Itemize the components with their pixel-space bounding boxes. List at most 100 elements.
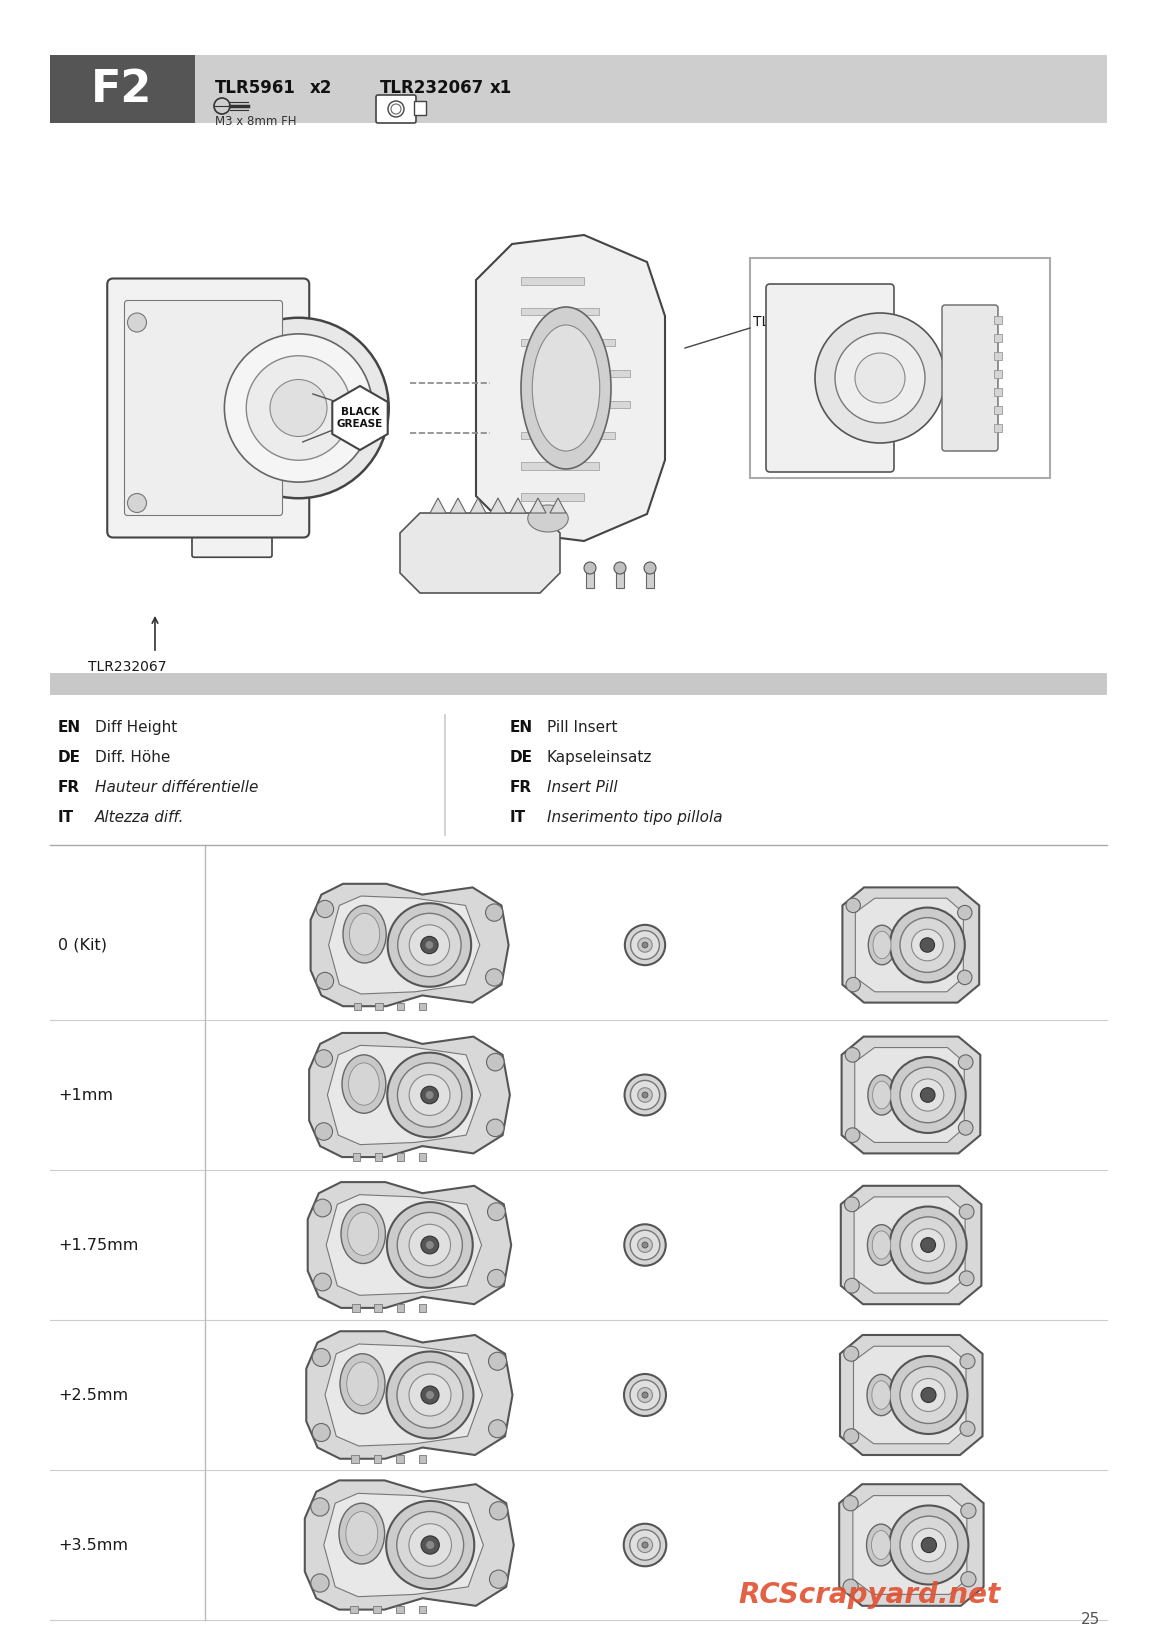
Polygon shape	[400, 512, 560, 593]
Circle shape	[397, 1362, 463, 1427]
Bar	[994, 352, 1002, 360]
Ellipse shape	[348, 1062, 379, 1105]
Bar	[196, 56, 1107, 123]
Bar	[374, 1455, 382, 1462]
Polygon shape	[324, 1493, 484, 1596]
Circle shape	[912, 1529, 945, 1562]
Circle shape	[631, 1380, 659, 1409]
Circle shape	[426, 1241, 434, 1249]
Bar	[352, 1455, 359, 1462]
Bar	[994, 406, 1002, 414]
Circle shape	[644, 561, 656, 575]
Polygon shape	[329, 895, 480, 994]
Text: Diff Height: Diff Height	[95, 720, 177, 735]
Circle shape	[426, 1090, 434, 1100]
Text: IT: IT	[58, 810, 74, 825]
Circle shape	[488, 1419, 507, 1437]
Text: TLR5961: TLR5961	[753, 314, 815, 329]
Bar	[396, 1606, 404, 1614]
Circle shape	[958, 1054, 973, 1069]
Circle shape	[890, 1058, 966, 1133]
Polygon shape	[853, 1496, 967, 1594]
Circle shape	[486, 969, 503, 985]
Ellipse shape	[868, 925, 896, 964]
Bar	[994, 424, 1002, 432]
Polygon shape	[430, 498, 445, 512]
Circle shape	[912, 1229, 944, 1260]
Ellipse shape	[867, 1375, 896, 1416]
Polygon shape	[841, 1185, 981, 1305]
Circle shape	[421, 936, 439, 954]
Circle shape	[386, 1352, 473, 1439]
Ellipse shape	[868, 1224, 896, 1265]
Circle shape	[625, 925, 665, 966]
Circle shape	[224, 334, 373, 483]
Circle shape	[629, 1531, 661, 1560]
Ellipse shape	[346, 1511, 377, 1555]
Polygon shape	[310, 884, 509, 1007]
FancyBboxPatch shape	[192, 525, 272, 557]
Circle shape	[890, 1355, 967, 1434]
Ellipse shape	[528, 504, 568, 532]
Circle shape	[890, 1206, 966, 1283]
Polygon shape	[510, 498, 526, 512]
Circle shape	[846, 1048, 860, 1062]
Circle shape	[421, 1536, 440, 1554]
Ellipse shape	[874, 931, 891, 959]
Circle shape	[397, 1511, 464, 1578]
Circle shape	[489, 1501, 508, 1519]
Text: DE: DE	[510, 750, 533, 764]
Circle shape	[246, 355, 351, 460]
Circle shape	[642, 1242, 648, 1247]
Circle shape	[921, 1537, 936, 1552]
Bar	[50, 673, 1107, 696]
Text: x1: x1	[491, 79, 513, 97]
Bar	[521, 370, 631, 377]
Circle shape	[960, 1421, 975, 1436]
Circle shape	[900, 1516, 958, 1573]
Circle shape	[921, 1087, 935, 1102]
Polygon shape	[854, 1197, 965, 1293]
Bar	[521, 401, 631, 408]
Circle shape	[958, 971, 972, 984]
Circle shape	[410, 1224, 450, 1265]
Bar	[375, 1154, 382, 1161]
Text: DE: DE	[58, 750, 81, 764]
Circle shape	[487, 1120, 504, 1136]
Circle shape	[638, 1537, 653, 1552]
Circle shape	[486, 904, 503, 922]
Ellipse shape	[872, 1231, 891, 1259]
Polygon shape	[304, 1480, 514, 1609]
Text: M3 x 8mm FH: M3 x 8mm FH	[215, 115, 296, 128]
Text: Altezza diff.: Altezza diff.	[95, 810, 184, 825]
Text: x2: x2	[310, 79, 332, 97]
Circle shape	[958, 1121, 973, 1134]
Circle shape	[421, 1087, 439, 1103]
Circle shape	[624, 1524, 666, 1567]
Circle shape	[487, 1053, 504, 1071]
Circle shape	[421, 1387, 439, 1405]
Circle shape	[311, 1573, 329, 1593]
Text: RCScrapyard.net: RCScrapyard.net	[739, 1581, 1001, 1609]
Circle shape	[642, 1542, 648, 1549]
Ellipse shape	[532, 326, 599, 452]
Polygon shape	[325, 1344, 482, 1445]
Circle shape	[960, 1572, 977, 1586]
FancyBboxPatch shape	[125, 301, 282, 516]
Circle shape	[843, 1346, 858, 1362]
Polygon shape	[839, 1485, 983, 1606]
Polygon shape	[842, 887, 979, 1002]
Bar	[397, 1305, 404, 1311]
Bar	[750, 259, 1051, 478]
Circle shape	[388, 904, 471, 987]
Circle shape	[900, 1367, 957, 1424]
Circle shape	[958, 905, 972, 920]
Text: IT: IT	[510, 810, 526, 825]
Bar	[0, 123, 1157, 653]
Circle shape	[815, 313, 945, 444]
Polygon shape	[491, 498, 506, 512]
Bar	[419, 1002, 426, 1010]
Circle shape	[921, 1238, 936, 1252]
Bar	[521, 277, 584, 285]
Bar	[352, 1305, 360, 1311]
